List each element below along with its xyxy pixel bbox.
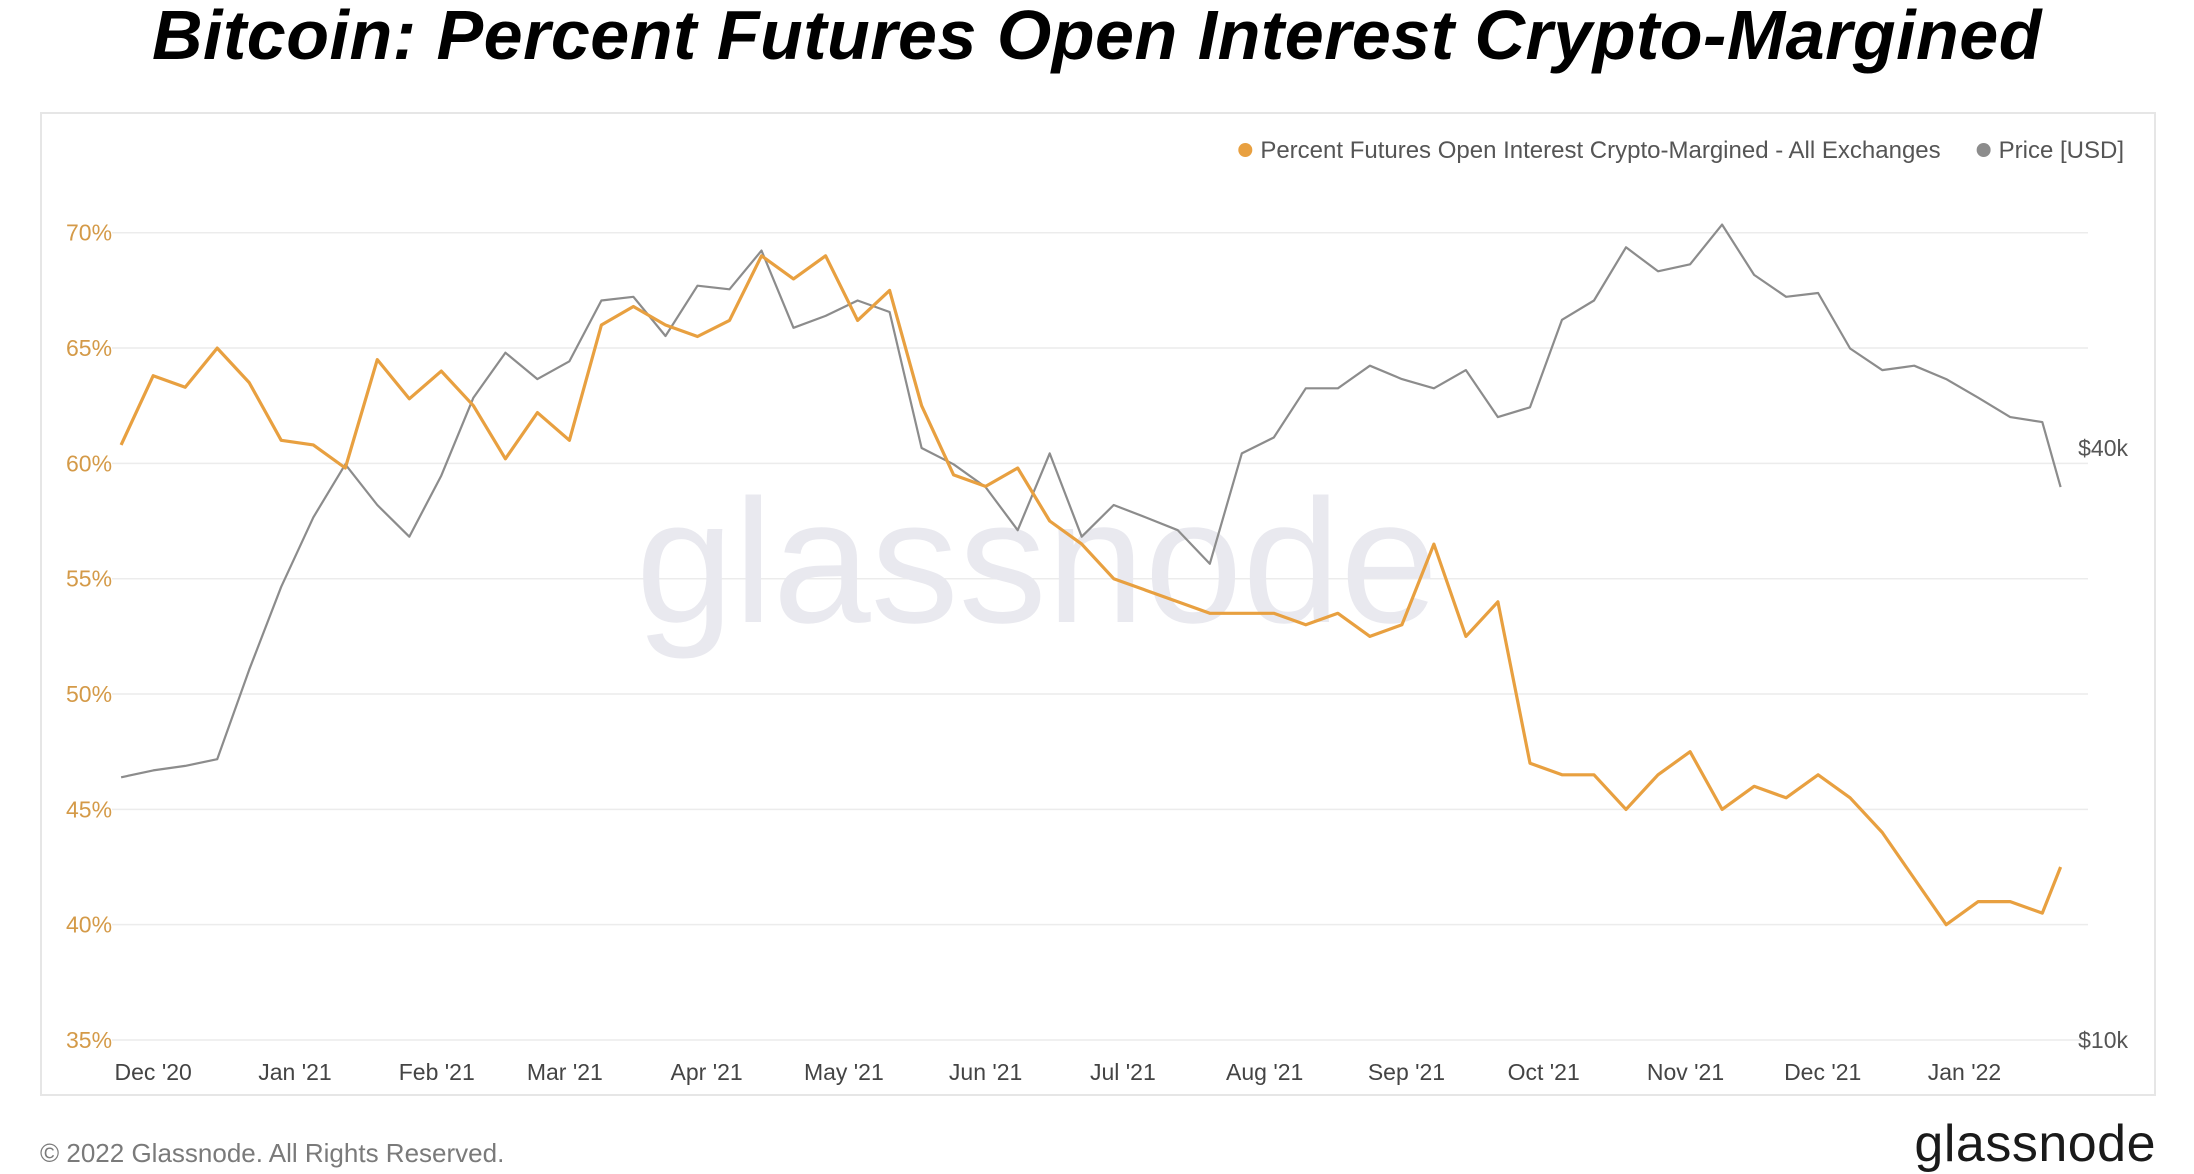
x-tick: May '21: [804, 1059, 884, 1085]
x-tick: Apr '21: [671, 1059, 743, 1085]
y-axis-right: $10k $40k: [2078, 435, 2128, 1053]
legend-label-price[interactable]: Price [USD]: [1999, 137, 2124, 164]
y-tick-left: 50%: [66, 681, 112, 707]
x-tick: Dec '21: [1784, 1059, 1861, 1085]
y-tick-left: 70%: [66, 220, 112, 246]
y-tick-left: 45%: [66, 796, 112, 822]
footer-copyright: © 2022 Glassnode. All Rights Reserved.: [40, 1138, 505, 1168]
line-chart: glassnode 35%40%45%50%55%60%65%70% $10k$…: [66, 137, 2128, 1085]
chart-title: Bitcoin: Percent Futures Open Interest C…: [152, 0, 2042, 74]
x-tick: Dec '20: [115, 1059, 192, 1085]
y-tick-right: $40k: [2078, 435, 2128, 461]
y-axis-left: 35% 40% 45% 50% 55% 60% 65% 70%: [66, 220, 112, 1053]
x-tick: Aug '21: [1226, 1059, 1303, 1085]
series-line-price: [120, 223, 2062, 779]
y-tick-left: 55%: [66, 566, 112, 592]
x-tick: Jan '21: [258, 1059, 331, 1085]
x-tick: Feb '21: [399, 1059, 475, 1085]
x-tick: Nov '21: [1647, 1059, 1724, 1085]
legend[interactable]: Percent Futures Open Interest Crypto-Mar…: [1238, 137, 2124, 164]
y-tick-left: 40%: [66, 912, 112, 938]
footer-logo: glassnode: [1914, 1115, 2156, 1173]
y-tick-right: $10k: [2078, 1027, 2128, 1053]
legend-marker-percent: [1238, 143, 1253, 157]
y-tick-left: 35%: [66, 1027, 112, 1053]
watermark: glassnode: [636, 464, 1438, 660]
x-tick: Oct '21: [1508, 1059, 1580, 1085]
x-tick: Jan '22: [1928, 1059, 2001, 1085]
series-lines: [119, 223, 2063, 927]
x-axis: Dec '20 Jan '21 Feb '21 Mar '21 Apr '21 May '…: [115, 1059, 2002, 1085]
watermark-text: glassnode: [636, 464, 1438, 660]
legend-label-percent[interactable]: Percent Futures Open Interest Crypto-Mar…: [1260, 137, 1940, 164]
y-tick-left: 60%: [66, 450, 112, 476]
x-tick: Jun '21: [949, 1059, 1022, 1085]
series-line-percent: [119, 254, 2063, 927]
chart-panel: glassnode 35% 40% 45% 50% 55% 60% 65% 70% $10k $…: [40, 112, 2156, 1096]
x-tick: Mar '21: [527, 1059, 603, 1085]
grid-lines: [112, 231, 2088, 1041]
legend-marker-price: [1976, 143, 1991, 157]
y-tick-left: 65%: [66, 335, 112, 361]
x-tick: Jul '21: [1090, 1059, 1156, 1085]
x-tick: Sep '21: [1368, 1059, 1445, 1085]
